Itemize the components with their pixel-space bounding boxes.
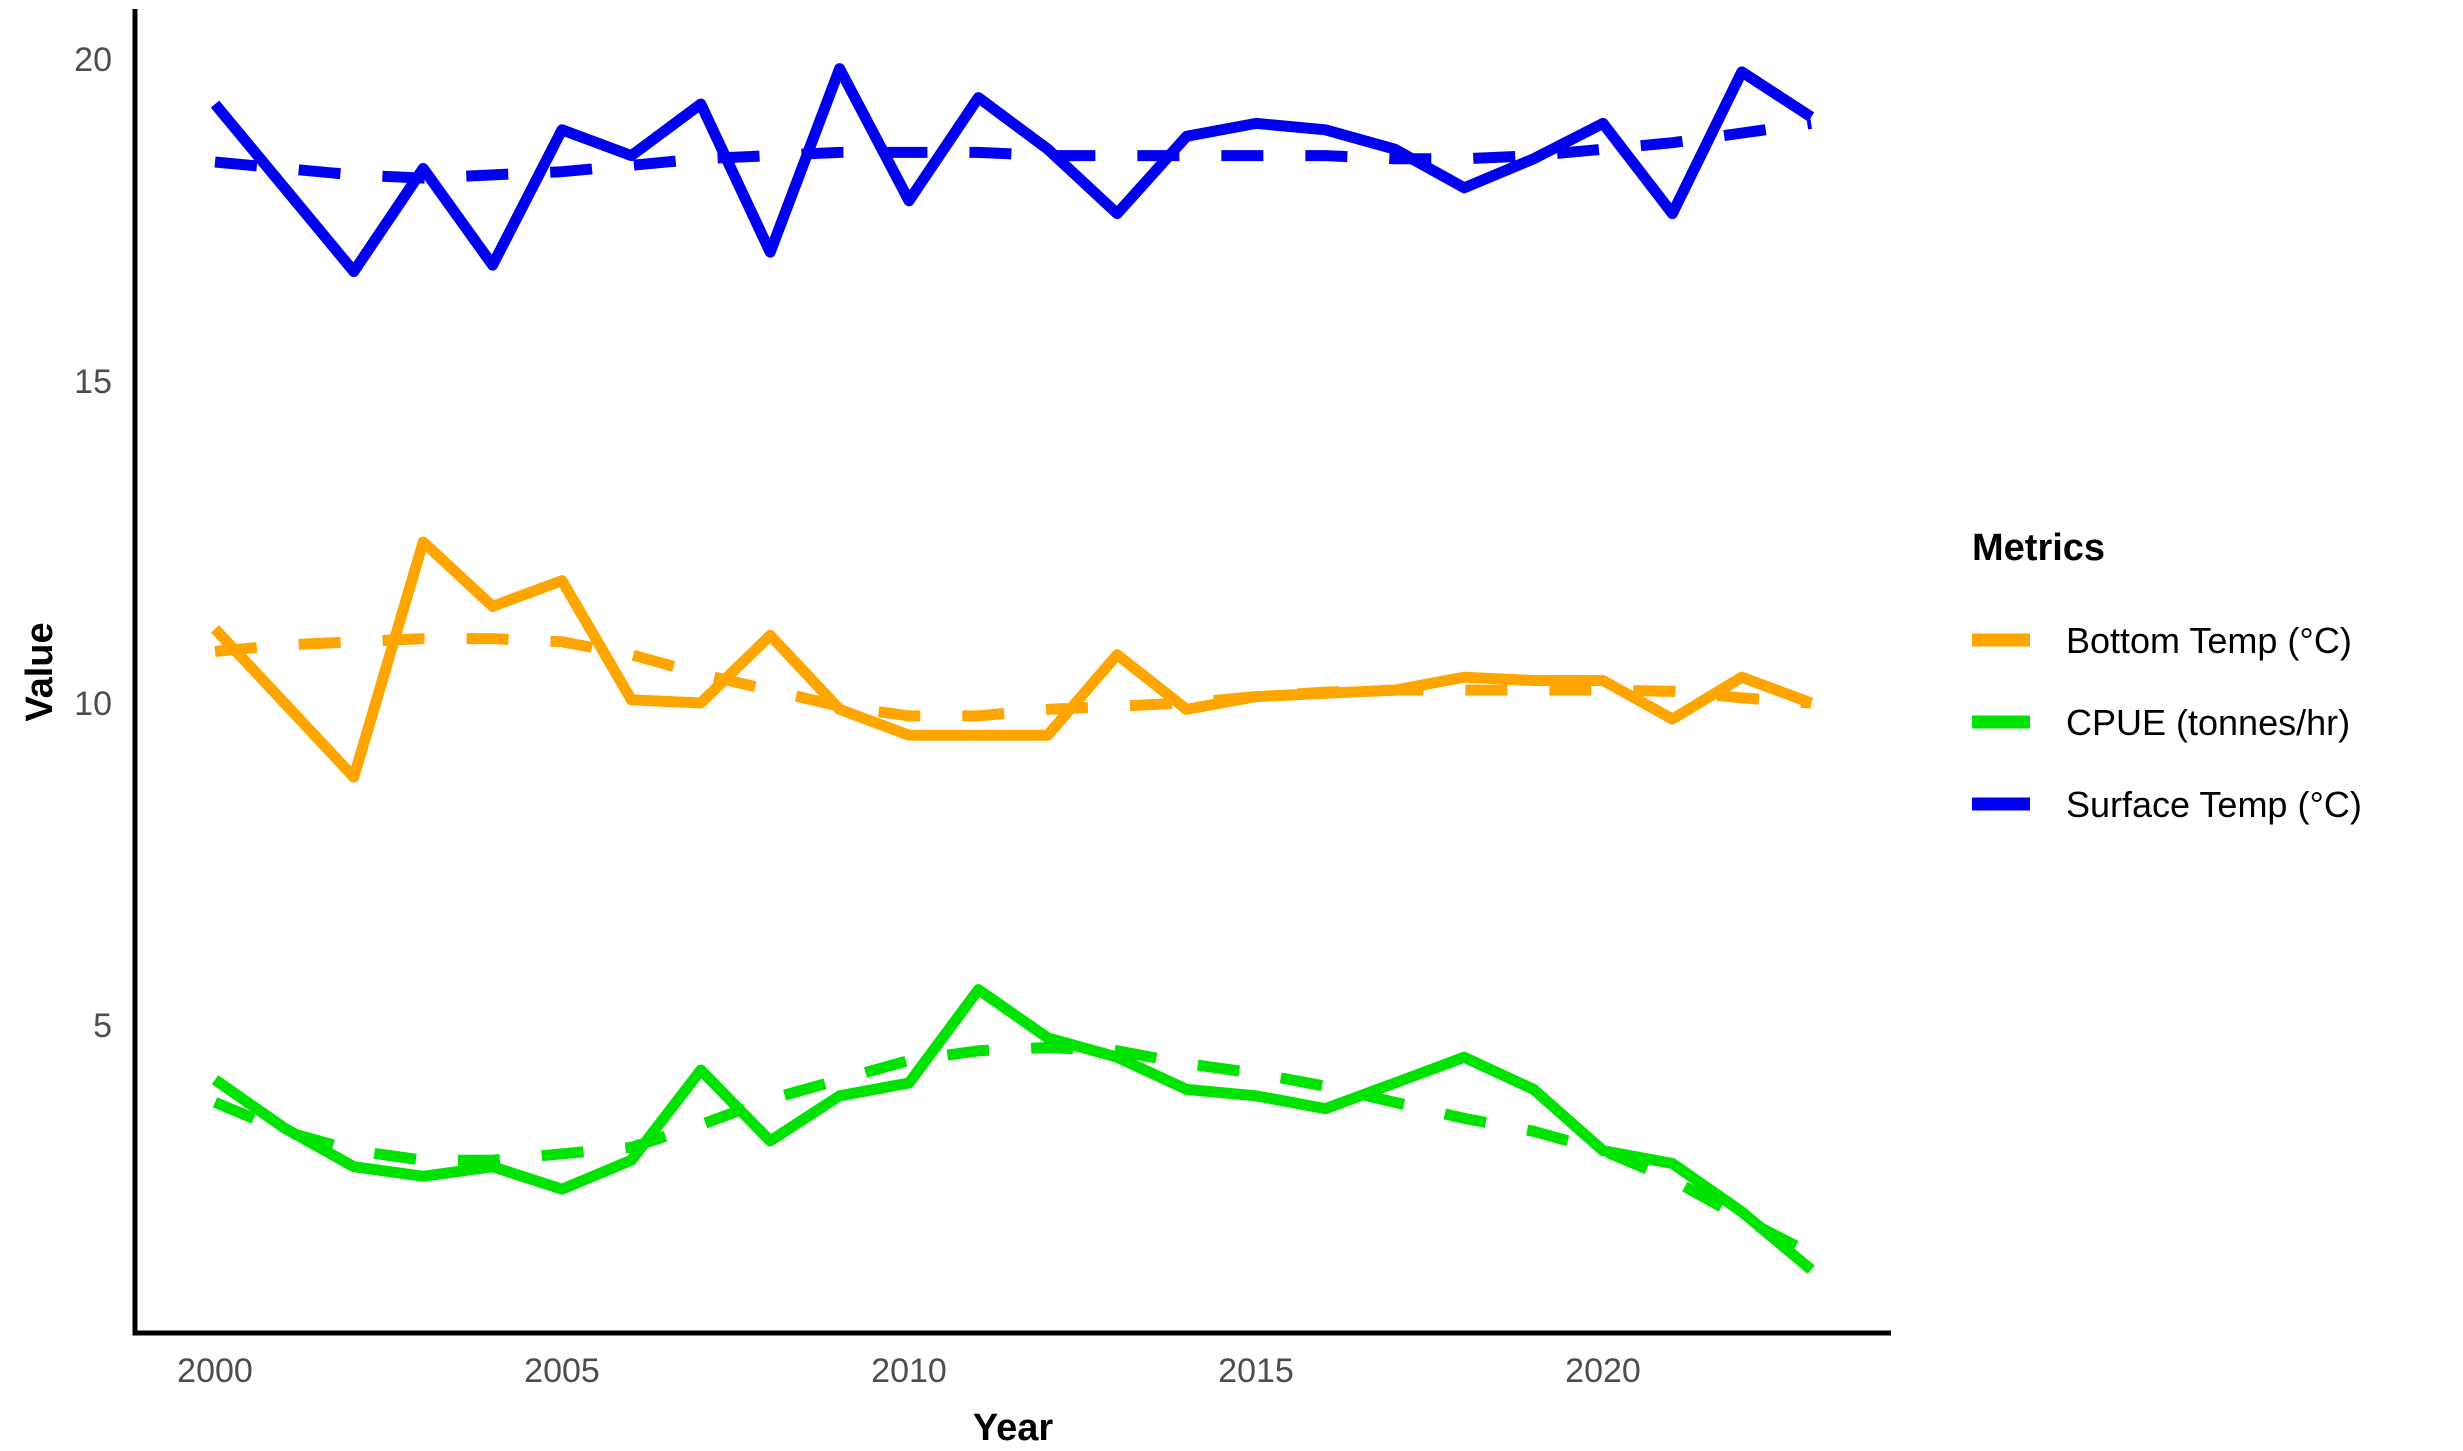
trend-line-bottom-temp-c-trend — [214, 633, 1812, 722]
series-line-bottom-temp-c — [210, 536, 1814, 783]
legend-item-label: Bottom Temp (°C) — [2066, 620, 2352, 661]
y-tick-label: 15 — [74, 363, 112, 401]
x-tick-label: 2005 — [524, 1352, 600, 1390]
series-line-cpue-tonnes-hr — [211, 984, 1815, 1274]
y-axis-title: Value — [19, 622, 61, 721]
y-tick-label: 10 — [74, 685, 112, 723]
x-tick-label: 2015 — [1218, 1352, 1294, 1390]
x-tick-label: 2020 — [1565, 1352, 1641, 1390]
trend-line-surface-temp-c-trend — [214, 117, 1812, 184]
series-line-surface-temp-c — [210, 63, 1815, 277]
legend-item-label: CPUE (tonnes/hr) — [2066, 702, 2350, 743]
x-axis-title: Year — [973, 1407, 1054, 1449]
trend-line-cpue-tonnes-hr-trend — [212, 1042, 1814, 1259]
x-tick-label: 2000 — [177, 1352, 253, 1390]
legend-item-label: Surface Temp (°C) — [2066, 784, 2362, 825]
y-tick-label: 5 — [93, 1007, 112, 1045]
legend-title: Metrics — [1972, 527, 2105, 569]
y-tick-label: 20 — [74, 41, 112, 79]
x-tick-label: 2010 — [871, 1352, 947, 1390]
